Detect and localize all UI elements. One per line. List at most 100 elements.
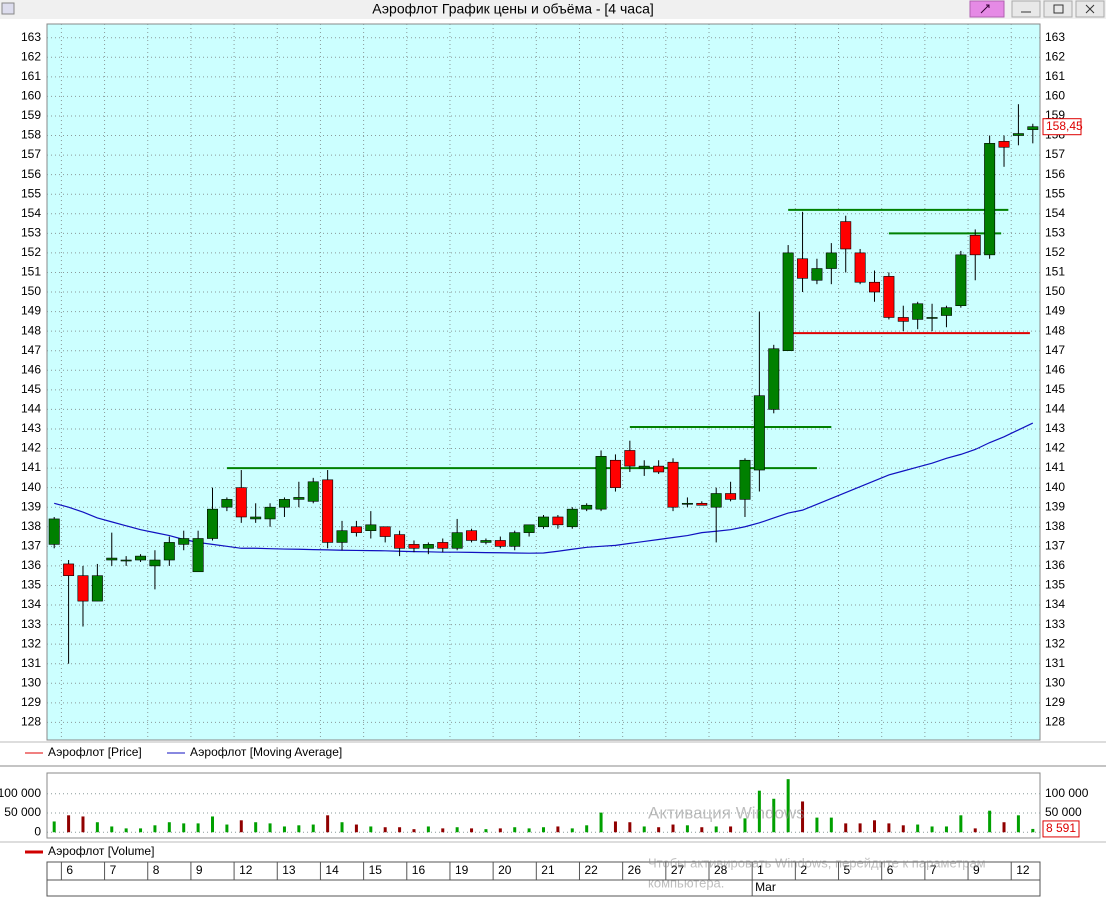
volume-bar [700, 827, 704, 833]
volume-bar [282, 826, 286, 833]
volume-bar [484, 829, 488, 833]
candle-body [192, 538, 204, 573]
y-tick-label: 157 [21, 147, 41, 161]
candle-body [667, 461, 679, 508]
y-tick-label: 0 [34, 824, 41, 838]
x-tick-label: 7 [110, 863, 117, 877]
candle-body [264, 506, 276, 520]
y-tick-label: 155 [1045, 186, 1065, 200]
y-tick-label: 142 [21, 441, 41, 455]
x-tick-label: 20 [498, 863, 512, 877]
volume-bar [340, 822, 344, 833]
candle-body [451, 532, 463, 549]
y-tick-label: 131 [1045, 656, 1065, 670]
candle-body [638, 465, 650, 469]
volume-bar [527, 828, 531, 833]
y-tick-label: 147 [1045, 343, 1065, 357]
y-tick-label: 150 [21, 284, 41, 298]
volume-bar [1002, 822, 1006, 833]
y-tick-label: 137 [1045, 538, 1065, 552]
candle-body [854, 252, 866, 283]
candle-body [552, 516, 564, 526]
candle-body [466, 530, 478, 541]
y-tick-label: 154 [21, 206, 41, 220]
x-tick-label: 14 [325, 863, 339, 877]
volume-bar [916, 824, 920, 833]
volume-bar [239, 820, 243, 833]
volume-bar [455, 827, 459, 833]
candle-body [595, 456, 607, 510]
candle-body [609, 459, 621, 488]
candle-body [782, 252, 794, 351]
y-tick-label: 135 [1045, 578, 1065, 592]
candle-body [681, 502, 693, 505]
moving-average-line [54, 422, 1034, 554]
volume-bar [412, 829, 416, 833]
y-tick-label: 136 [21, 558, 41, 572]
volume-bar [570, 828, 574, 833]
volume-bar [1031, 828, 1035, 833]
volume-bar [887, 823, 891, 833]
x-tick-label: 12 [1016, 863, 1030, 877]
candle-body [696, 502, 708, 506]
x-tick-label: 9 [973, 863, 980, 877]
y-tick-label: 150 [1045, 284, 1065, 298]
restore-button[interactable] [1043, 0, 1073, 18]
candle-body [984, 143, 996, 256]
volume-bar [441, 828, 445, 833]
y-tick-label: 148 [1045, 323, 1065, 337]
last-price-box [1042, 118, 1082, 136]
volume-bar [110, 826, 114, 833]
candle-body [869, 281, 880, 293]
x-tick-label: 7 [930, 863, 937, 877]
volume-bar [729, 826, 733, 833]
volume-bar [196, 823, 200, 833]
y-tick-label: 141 [1045, 460, 1065, 474]
link-icon [980, 4, 990, 14]
candle-body [825, 252, 837, 269]
volume-bar [470, 828, 474, 833]
title-bar [0, 0, 1106, 19]
legend-label: Аэрофлот [Moving Average] [190, 745, 342, 759]
y-tick-label: 154 [1045, 206, 1065, 220]
volume-bar [52, 821, 56, 833]
candle-body [278, 499, 290, 508]
candle-body [940, 307, 952, 316]
candle-body [178, 538, 190, 545]
y-tick-label: 134 [21, 597, 41, 611]
volume-bar [211, 816, 214, 833]
y-tick-label: 131 [21, 656, 41, 670]
candle-body [322, 479, 334, 543]
y-tick-label: 129 [21, 695, 41, 709]
y-tick-label: 146 [1045, 362, 1065, 376]
x-tick-label: 8 [153, 863, 160, 877]
volume-bar [369, 826, 373, 833]
candle-body [120, 559, 132, 562]
candle-body [250, 516, 262, 520]
y-tick-label: 161 [21, 69, 41, 83]
y-tick-label: 129 [1045, 695, 1065, 709]
candle-body [969, 234, 981, 256]
minimize-button[interactable] [1011, 0, 1041, 18]
x-tick-label: 12 [239, 863, 253, 877]
candle-body [840, 221, 852, 250]
y-tick-label: 159 [21, 108, 41, 122]
candle-body [955, 254, 967, 307]
x-tick-label: 22 [584, 863, 598, 877]
volume-bar [642, 826, 646, 833]
volume-bar [815, 817, 819, 833]
link-button[interactable] [969, 0, 1005, 18]
volume-bar [542, 827, 545, 833]
y-tick-label: 132 [1045, 636, 1065, 650]
y-tick-label: 162 [21, 49, 41, 63]
volume-bar [225, 824, 229, 833]
y-tick-label: 128 [1045, 715, 1065, 729]
x-tick-label: 9 [196, 863, 203, 877]
last-price-label: 158,45 [1046, 119, 1083, 133]
candle-body [581, 504, 593, 510]
volume-bar [757, 790, 761, 833]
volume-bar [498, 828, 502, 833]
window-icon[interactable] [1, 2, 15, 15]
